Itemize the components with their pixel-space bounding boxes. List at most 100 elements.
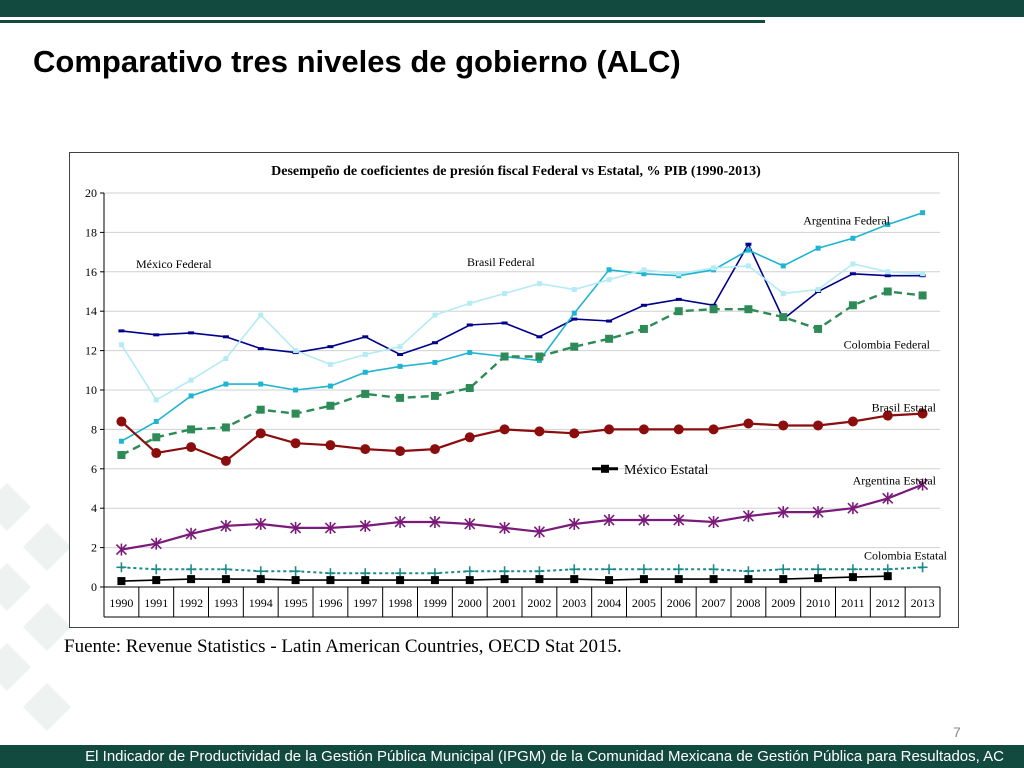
x-tick-label-2012: 2012 xyxy=(876,596,900,610)
x-tick-label-2009: 2009 xyxy=(771,596,795,610)
point-mexico-estatal-2012 xyxy=(883,572,892,581)
x-tick-label-1992: 1992 xyxy=(179,596,203,610)
point-mexico-federal-1994 xyxy=(257,347,264,351)
point-argentina-federal-1995 xyxy=(293,387,299,393)
y-tick-label-2: 4 xyxy=(91,501,97,515)
series-line-brasil-federal xyxy=(120,263,923,401)
point-argentina-federal-1998 xyxy=(397,363,403,369)
series-line-argentina-estatal xyxy=(121,483,924,551)
point-colombia-estatal-2008 xyxy=(743,566,754,577)
x-tick-label-2003: 2003 xyxy=(562,596,586,610)
title-underline xyxy=(0,20,765,23)
point-colombia-estatal-2001 xyxy=(499,566,510,577)
slide-number: 7 xyxy=(953,724,961,740)
point-colombia-federal-1991 xyxy=(152,433,161,442)
point-brasil-estatal-1997 xyxy=(360,444,371,455)
grid-lines xyxy=(104,192,940,588)
point-colombia-estatal-1990 xyxy=(116,562,127,573)
point-mexico-federal-1993 xyxy=(222,335,229,339)
point-colombia-federal-1996 xyxy=(326,401,335,410)
series-argentina-federal xyxy=(118,210,926,444)
annotation-layer: México Federal Argentina Federal Brasil Fe… xyxy=(136,214,948,563)
point-brasil-federal-1998 xyxy=(397,344,403,350)
x-tick-label-2011: 2011 xyxy=(841,596,865,610)
x-tick-label-1996: 1996 xyxy=(318,596,342,610)
point-brasil-federal-2011 xyxy=(850,261,856,267)
point-brasil-estatal-2007 xyxy=(708,424,719,435)
chart-frame: Desempeño de coeficientes de presión fis… xyxy=(69,152,959,628)
x-tick-label-2005: 2005 xyxy=(632,596,656,610)
point-argentina-estatal-2011 xyxy=(847,502,859,515)
y-tick-label-8: 16 xyxy=(85,265,97,279)
point-brasil-estatal-2004 xyxy=(604,424,615,435)
point-brasil-estatal-2002 xyxy=(534,426,545,437)
point-colombia-estatal-2011 xyxy=(847,564,858,575)
point-argentina-estatal-2008 xyxy=(742,510,754,523)
legend: México Estatal xyxy=(592,463,708,478)
point-mexico-federal-1991 xyxy=(153,333,160,337)
point-colombia-estatal-2013 xyxy=(917,562,928,573)
point-brasil-federal-2008 xyxy=(745,263,751,269)
point-mexico-estatal-2006 xyxy=(674,575,683,584)
annotation-brasil-federal: Brasil Federal xyxy=(467,255,535,269)
point-argentina-estatal-1999 xyxy=(429,515,441,528)
point-colombia-estatal-2006 xyxy=(673,564,684,575)
point-brasil-federal-2003 xyxy=(571,287,577,293)
point-brasil-estatal-1995 xyxy=(290,438,301,449)
point-colombia-federal-2006 xyxy=(674,307,683,316)
point-brasil-federal-2010 xyxy=(815,287,821,293)
point-argentina-federal-1993 xyxy=(223,381,229,387)
point-colombia-estatal-2004 xyxy=(604,564,615,575)
x-tick-label-1990: 1990 xyxy=(109,596,133,610)
point-colombia-federal-1992 xyxy=(187,425,196,434)
point-argentina-estatal-1995 xyxy=(290,521,302,534)
annotation-argentina-estatal: Argentina Estatal xyxy=(853,474,937,488)
point-colombia-federal-2000 xyxy=(465,384,474,393)
point-brasil-federal-1991 xyxy=(153,397,159,403)
series-line-argentina-federal xyxy=(121,211,923,442)
x-tick-label-2000: 2000 xyxy=(458,596,482,610)
point-argentina-federal-2010 xyxy=(815,245,821,251)
x-tick-label-1991: 1991 xyxy=(144,596,168,610)
point-brasil-federal-1996 xyxy=(327,361,333,367)
y-tick-label-9: 18 xyxy=(85,225,97,239)
point-brasil-federal-2009 xyxy=(780,290,786,296)
point-argentina-estatal-2010 xyxy=(812,506,824,519)
point-argentina-federal-1992 xyxy=(188,393,194,399)
point-argentina-estatal-1992 xyxy=(185,527,197,540)
point-brasil-federal-2012 xyxy=(885,269,891,275)
point-argentina-estatal-2012 xyxy=(882,492,894,505)
point-mexico-federal-1999 xyxy=(431,341,438,345)
point-brasil-estatal-2003 xyxy=(569,428,580,439)
point-mexico-estatal-1998 xyxy=(396,576,405,585)
point-colombia-estatal-1995 xyxy=(290,566,301,577)
point-mexico-estatal-1992 xyxy=(187,575,196,584)
point-colombia-federal-2008 xyxy=(744,305,753,314)
point-mexico-estatal-2000 xyxy=(465,576,474,585)
point-mexico-federal-2008 xyxy=(745,242,752,246)
point-argentina-estatal-2005 xyxy=(638,514,650,527)
point-colombia-federal-1997 xyxy=(361,389,370,398)
point-brasil-estatal-1998 xyxy=(395,446,406,457)
point-colombia-federal-2001 xyxy=(500,352,509,361)
point-argentina-estatal-2006 xyxy=(673,514,685,527)
point-brasil-federal-2005 xyxy=(641,267,647,273)
point-argentina-estatal-2001 xyxy=(499,521,511,534)
point-mexico-federal-2001 xyxy=(501,321,508,325)
y-tick-label-7: 14 xyxy=(85,304,97,318)
point-brasil-estatal-2011 xyxy=(847,416,858,427)
point-mexico-federal-2003 xyxy=(571,317,578,321)
point-mexico-estatal-1991 xyxy=(152,576,161,585)
point-argentina-federal-2009 xyxy=(780,263,786,269)
point-brasil-federal-2004 xyxy=(606,277,612,283)
footer-text: El Indicador de Productividad de la Gest… xyxy=(85,748,1004,765)
series-mexico-estatal xyxy=(117,572,892,586)
point-argentina-federal-1991 xyxy=(153,419,159,425)
point-argentina-federal-1999 xyxy=(432,359,438,365)
y-tick-label-3: 6 xyxy=(91,462,97,476)
point-brasil-estatal-2001 xyxy=(499,424,510,435)
x-tick-label-1998: 1998 xyxy=(388,596,412,610)
point-colombia-federal-2010 xyxy=(814,324,823,333)
point-brasil-federal-1993 xyxy=(223,355,229,361)
y-tick-label-10: 20 xyxy=(85,186,97,200)
